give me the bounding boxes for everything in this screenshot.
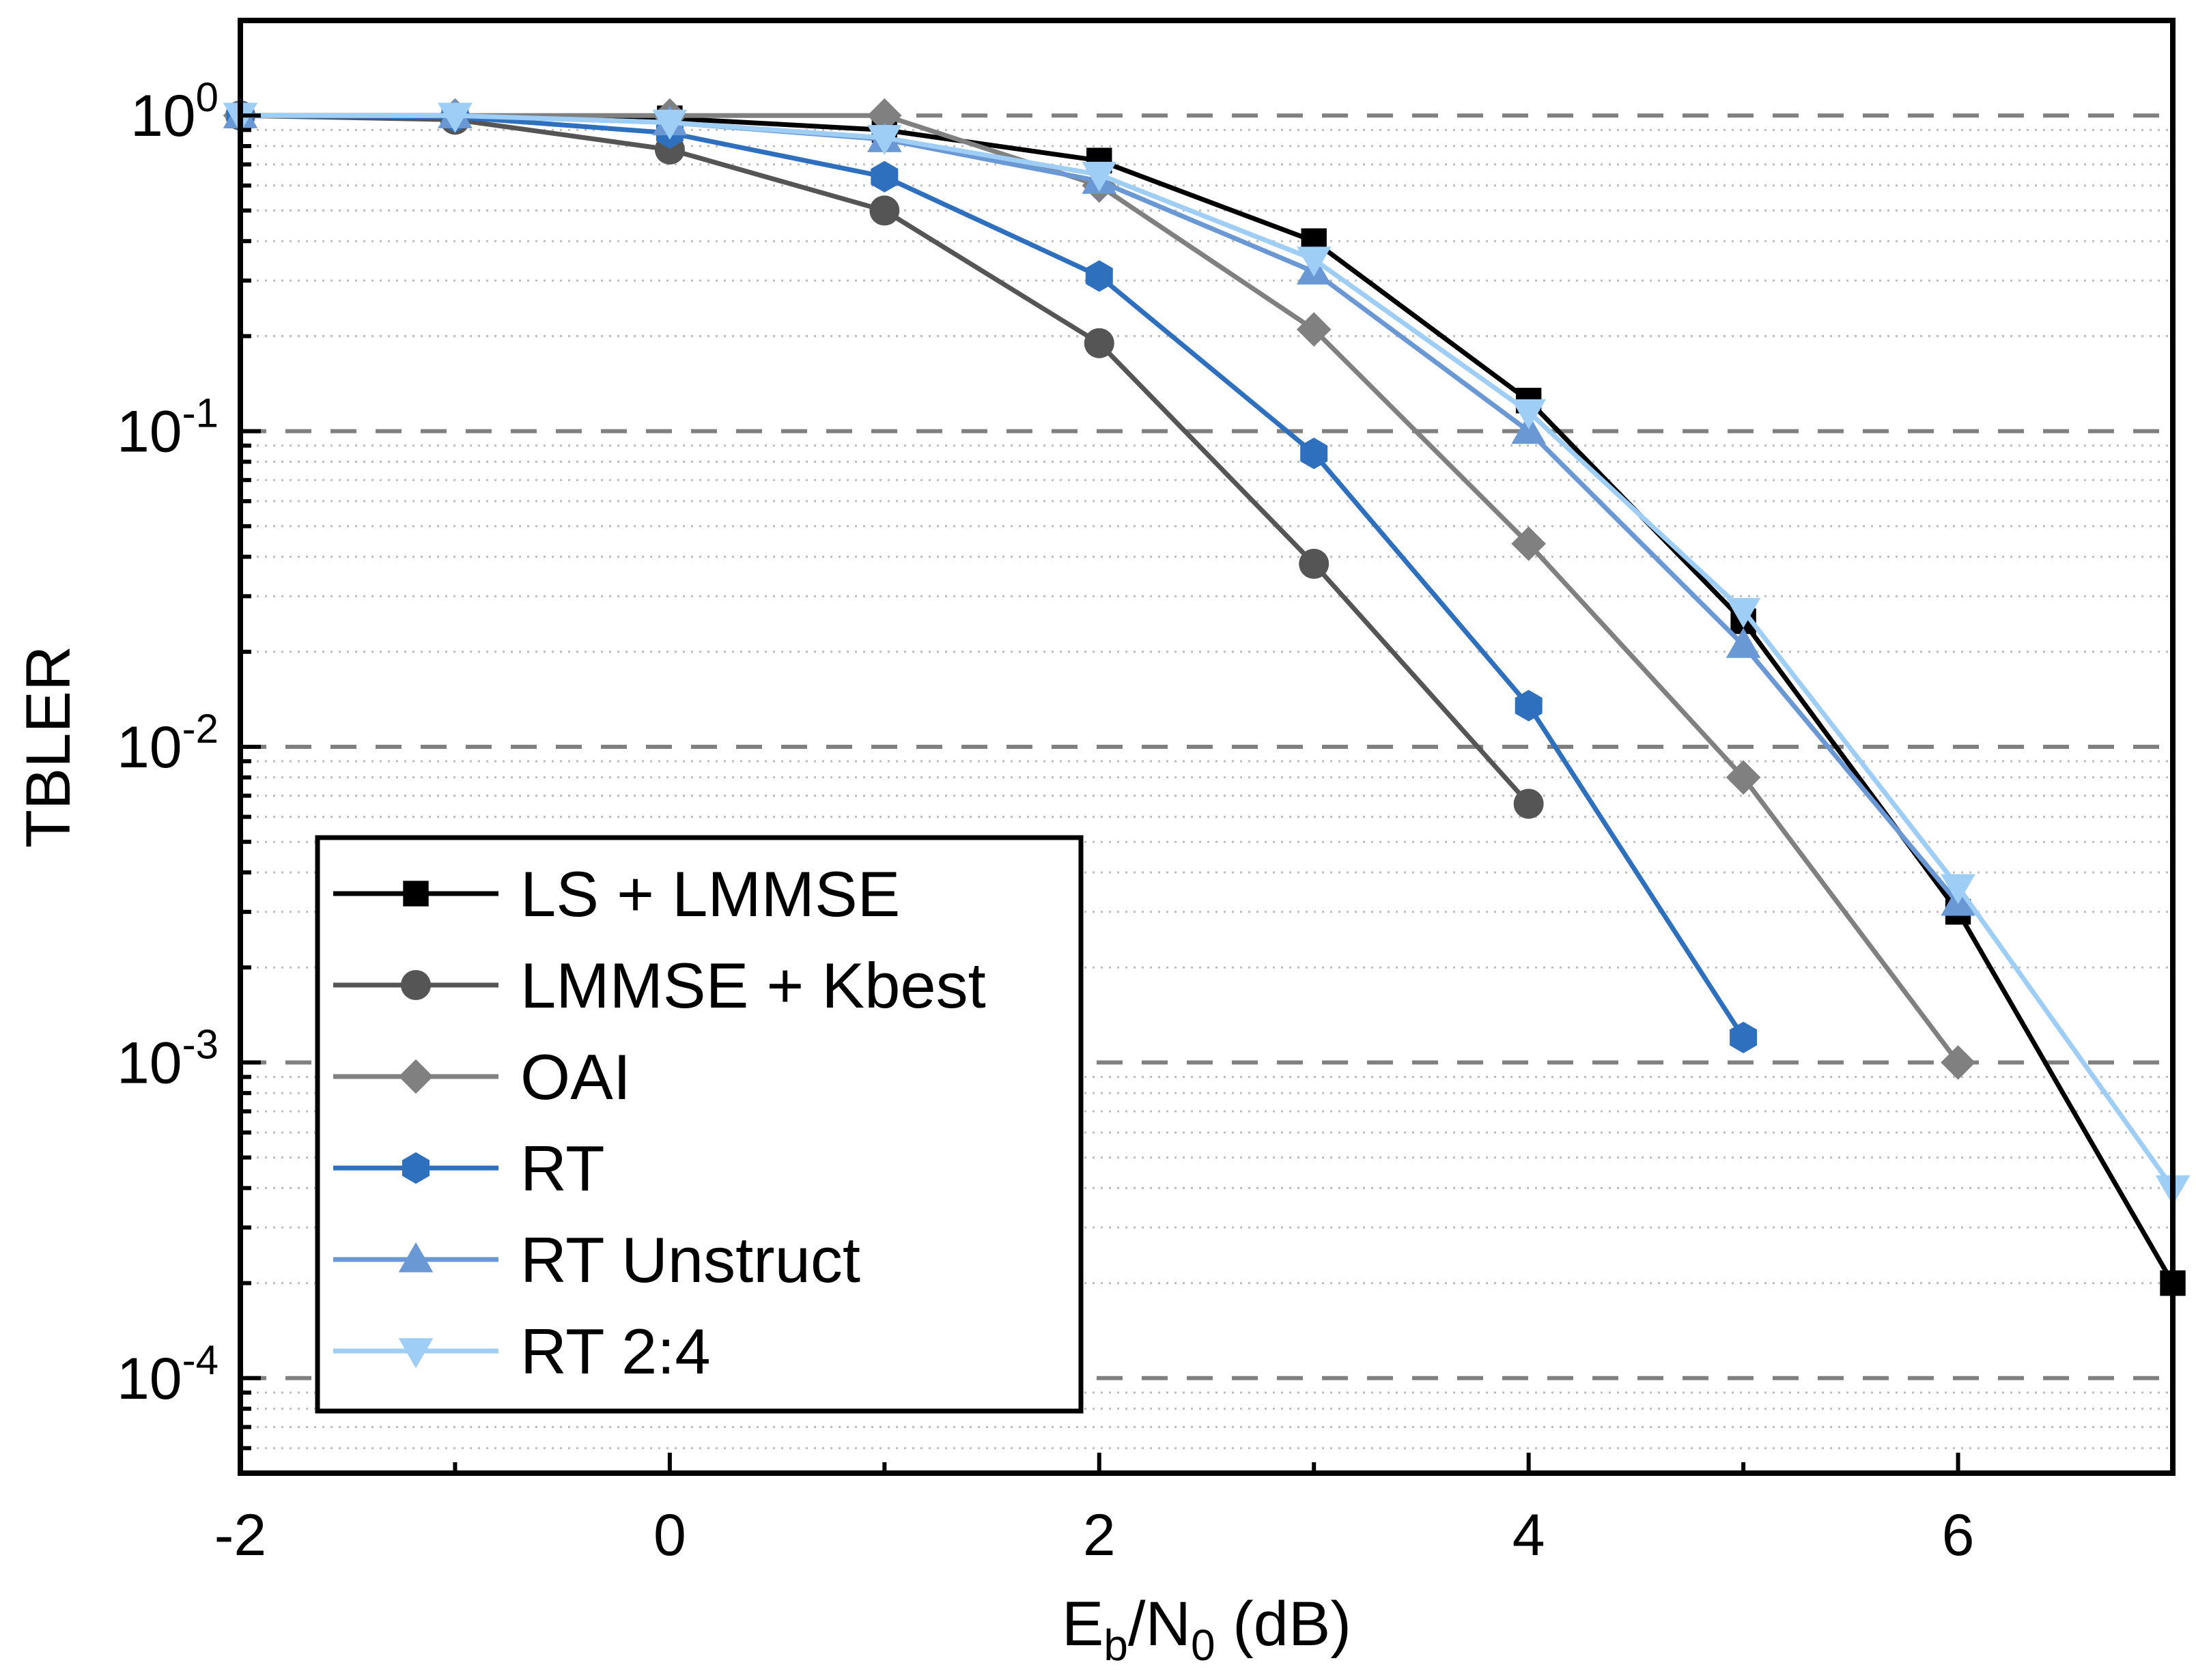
legend-label: RT [520,1133,605,1204]
data-point [1299,548,1329,579]
y-tick-label: 10-2 [117,706,219,780]
data-point [1726,597,1761,628]
data-point [1511,526,1546,561]
series-line [240,113,2175,1190]
legend-swatch-marker [398,1338,434,1369]
series-1 [225,100,1544,819]
data-point [652,109,688,140]
data-point [1941,874,1975,905]
data-point [1515,689,1543,722]
series-5 [223,102,2191,1206]
x-tick-label: 2 [1083,1503,1116,1568]
legend-swatch-marker [402,1152,430,1184]
series-line [240,113,1746,1039]
data-point [1296,312,1332,347]
data-point [1511,399,1546,429]
data-point [1726,627,1761,658]
x-axis-title: Eb/N0 (dB) [1062,1589,1351,1670]
x-tick-label: 4 [1512,1503,1545,1568]
data-point [869,195,900,226]
data-point [867,98,902,133]
legend-label: LS + LMMSE [520,858,900,930]
y-axis-title: TBLER [14,646,83,849]
data-point [1296,246,1332,277]
data-point [1726,760,1761,795]
series-4 [223,98,1975,916]
data-point [1085,260,1113,292]
data-point [867,125,902,156]
legend-label: LMMSE + Kbest [520,950,986,1021]
series-layer [223,98,2191,1296]
x-tick-label: 6 [1942,1503,1975,1568]
data-point [1084,328,1114,358]
legend-label: RT 2:4 [520,1315,711,1387]
data-point [871,160,899,193]
data-point [1730,1021,1758,1053]
x-tick-label: 0 [653,1503,686,1568]
legend-label: OAI [520,1041,631,1113]
y-tick-label: 10-1 [117,390,219,465]
y-tick-label: 10-3 [117,1021,219,1096]
data-point [1513,788,1544,819]
series-line [240,113,1960,905]
legend: LS + LMMSE LMMSE + Kbest OAI RT RT Unstruct R… [315,835,1084,1414]
y-tick-label: 100 [130,74,219,149]
data-point [1082,162,1117,193]
legend-swatch-marker [403,881,429,907]
data-point [1941,1045,1975,1080]
x-tick-label: -2 [214,1503,266,1568]
y-tick-label: 10-4 [117,1337,219,1412]
legend-swatch-marker [401,970,431,1000]
legend-swatch-marker [398,1242,434,1272]
axes: -2 0 2 4 6 100 10-1 10-2 10-3 10-4 [117,74,2175,1568]
legend-swatch-marker [398,1059,434,1094]
legend-box [315,835,1084,1414]
data-point [1300,438,1328,470]
data-point [438,102,473,133]
legend-label: RT Unstruct [520,1224,860,1296]
